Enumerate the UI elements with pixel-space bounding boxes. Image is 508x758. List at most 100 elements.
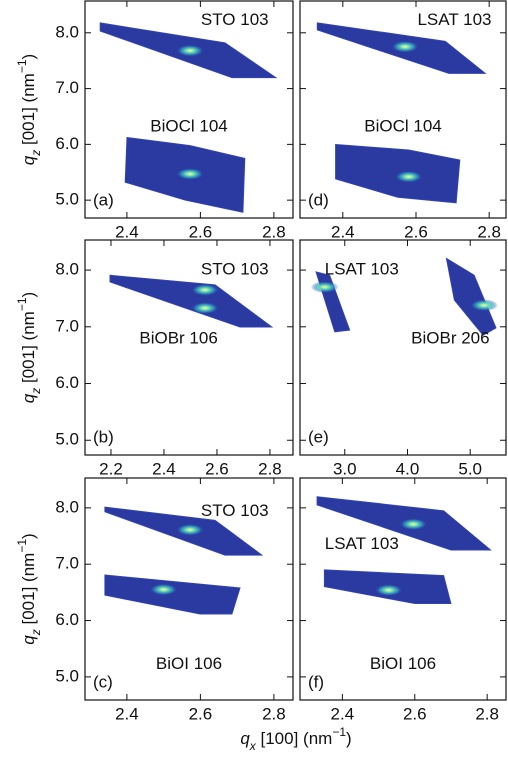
plot-area: [316, 496, 492, 604]
panel-frame: [84, 239, 294, 456]
x-tick-label: 2.6: [403, 704, 427, 723]
axis-label-part: z: [29, 388, 43, 395]
y-tick-label: 6.0: [55, 134, 79, 153]
panel-label: (d): [308, 190, 329, 209]
x-tick-label: 2.2: [99, 459, 123, 478]
y-tick-label: 6.0: [55, 373, 79, 392]
annotation: LSAT 103: [417, 10, 491, 29]
scan-region: [109, 274, 274, 328]
panel: 2.4 2.6 2.8 5.0 6.0 7.0 8.0 STO 103 BiOCl 104 (a)…: [15, 0, 294, 241]
x-tick-label: 2.6: [189, 222, 213, 241]
peak: [176, 523, 205, 536]
annotation: BiOCl 104: [150, 116, 227, 135]
x-tick-label: 2.6: [189, 704, 213, 723]
axis-label: qx [100] (nm−1): [240, 725, 351, 753]
axis-label: qz [001] (nm−1): [15, 54, 43, 165]
peak: [191, 283, 220, 296]
y-tick-label: 5.0: [55, 430, 79, 449]
peak: [470, 299, 499, 312]
panel-frame: [84, 0, 294, 219]
x-tick-label: 2.6: [205, 459, 229, 478]
axis-label-part: −1: [332, 725, 346, 739]
annotation: BiOBr 206: [411, 328, 489, 347]
plot-area: [104, 506, 264, 615]
axis-label-part: z: [29, 629, 43, 636]
plot-area: [109, 274, 274, 328]
y-tick-label: 7.0: [55, 554, 79, 573]
x-tick-label: 2.8: [477, 222, 501, 241]
plot-area: [316, 22, 487, 204]
y-tick-label: 7.0: [55, 78, 79, 97]
y-tick-label: 8.0: [55, 22, 79, 41]
peak: [399, 518, 428, 531]
y-tick-label: 6.0: [55, 610, 79, 629]
x-tick-label: 2.8: [258, 459, 282, 478]
axis-label-part: q: [19, 155, 38, 165]
axis-label-part: [001] (nm: [19, 311, 38, 388]
y-tick-label: 5.0: [55, 190, 79, 209]
panel-frame: [299, 0, 507, 219]
plot-area: [310, 257, 499, 336]
x-tick-label: 5.0: [458, 459, 482, 478]
panel: 2.4 2.6 2.8 5.0 6.0 7.0 8.0 STO 103 BiOI 106 (c) q…: [15, 477, 294, 723]
axis-label-part: [001] (nm: [19, 553, 38, 630]
panel-label: (c): [93, 672, 113, 691]
peak: [176, 44, 205, 57]
annotation: BiOI 106: [370, 654, 436, 673]
annotation: STO 103: [201, 501, 269, 520]
peak: [176, 167, 205, 180]
panel-frame: [84, 477, 294, 701]
annotation: BiOI 106: [156, 654, 222, 673]
annotation: LSAT 103: [325, 260, 399, 279]
axis-label-part: q: [19, 393, 38, 403]
x-tick-label: 2.8: [475, 704, 499, 723]
peak: [391, 40, 420, 53]
panel: 3.0 4.0 5.0 LSAT 103 BiOBr 206 (e): [299, 239, 507, 478]
peak: [394, 170, 423, 183]
panel: 2.4 2.6 2.8 LSAT 103 BiOI 106 (f): [299, 477, 507, 723]
panel-label: (a): [93, 190, 114, 209]
peak: [149, 583, 178, 596]
peak: [191, 302, 220, 315]
annotation: BiOCl 104: [364, 116, 441, 135]
annotation: BiOBr 106: [139, 328, 217, 347]
x-tick-label: 2.6: [404, 222, 428, 241]
scan-region: [104, 574, 241, 615]
annotation: STO 103: [201, 10, 269, 29]
annotation: LSAT 103: [325, 534, 399, 553]
axis-label-part: −1: [15, 297, 29, 311]
y-tick-label: 5.0: [55, 666, 79, 685]
axis-label-part: q: [240, 729, 250, 748]
panel: 2.4 2.6 2.8 LSAT 103 BiOCl 104 (d): [299, 0, 507, 241]
axis-label-part: x: [249, 739, 257, 753]
axis-label-part: ): [19, 54, 38, 60]
axis-label-part: −1: [15, 539, 29, 553]
axis-label-part: [001] (nm: [19, 73, 38, 150]
x-tick-label: 2.4: [115, 222, 139, 241]
axis-label-part: −1: [15, 59, 29, 73]
annotation: STO 103: [201, 260, 269, 279]
x-tick-label: 2.8: [262, 704, 286, 723]
axis-label-part: ): [346, 729, 352, 748]
panel: 2.2 2.4 2.6 2.8 5.0 6.0 7.0 8.0 STO 103 BiOBr 106…: [15, 239, 294, 478]
scan-region: [315, 271, 351, 333]
x-tick-label: 2.4: [331, 704, 355, 723]
axis-label: qz [001] (nm−1): [15, 533, 43, 644]
axis-label-part: z: [29, 150, 43, 157]
scan-region: [445, 257, 497, 336]
x-tick-label: 2.4: [152, 459, 176, 478]
x-tick-label: 2.4: [115, 704, 139, 723]
panel-frame: [299, 477, 507, 701]
x-tick-label: 2.4: [331, 222, 355, 241]
y-tick-label: 8.0: [55, 260, 79, 279]
y-tick-label: 7.0: [55, 316, 79, 335]
panel-label: (e): [308, 427, 329, 446]
panel-frame: [299, 239, 507, 456]
panel-label: (b): [93, 427, 114, 446]
axis-label-part: ): [19, 533, 38, 539]
peak: [310, 281, 339, 294]
x-tick-label: 2.8: [262, 222, 286, 241]
panel-label: (f): [308, 672, 324, 691]
axis-label-part: ): [19, 292, 38, 298]
